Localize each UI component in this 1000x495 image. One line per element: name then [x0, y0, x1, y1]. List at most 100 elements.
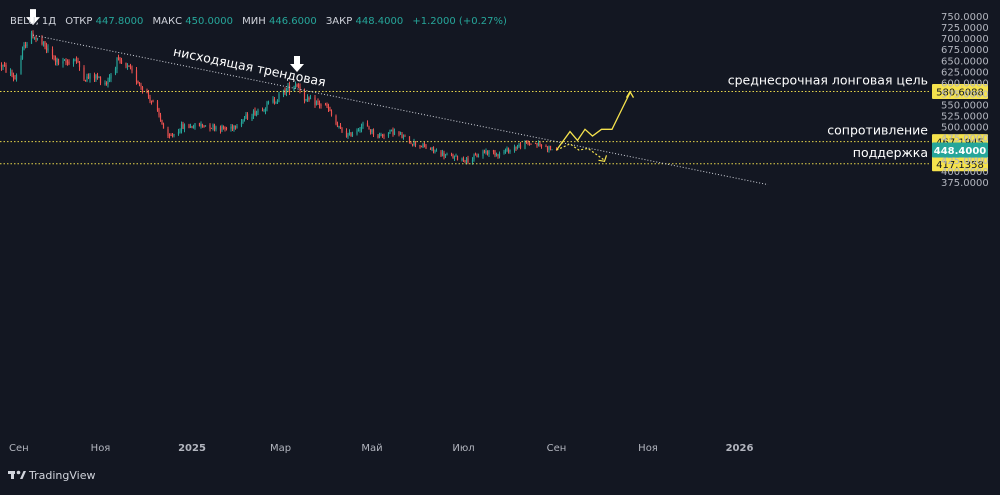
- candle: [219, 125, 222, 134]
- x-tick-label: Сен: [547, 443, 567, 454]
- candle: [225, 126, 228, 131]
- candle: [159, 112, 162, 122]
- y-axis[interactable]: 750.0000725.0000700.0000675.0000650.0000…: [932, 12, 989, 189]
- candle-body: [66, 61, 69, 63]
- candle-body: [357, 130, 360, 131]
- candle: [42, 41, 45, 47]
- candle: [377, 133, 379, 139]
- candle: [204, 125, 207, 127]
- candle-body: [35, 37, 37, 39]
- candle: [188, 123, 190, 129]
- candle-body: [54, 57, 57, 62]
- candle-body: [225, 128, 228, 130]
- tradingview-logo-text: TradingView: [28, 469, 95, 482]
- candle-body: [495, 153, 498, 156]
- candle: [540, 144, 543, 149]
- candle: [77, 57, 79, 63]
- candle: [422, 142, 424, 149]
- candle: [348, 129, 351, 136]
- candle: [224, 126, 226, 132]
- candle: [362, 121, 364, 129]
- candle: [450, 152, 453, 157]
- candle: [33, 36, 36, 40]
- candle: [434, 149, 436, 154]
- candle-body: [345, 131, 348, 138]
- candle-body: [158, 109, 160, 116]
- candle: [78, 61, 81, 71]
- candle-body: [137, 81, 139, 84]
- candle: [411, 143, 414, 147]
- candle: [536, 143, 538, 148]
- candle: [296, 83, 298, 88]
- x-axis[interactable]: Сен Ноя 2025 Мар Май Июл Сен Ноя 2026: [9, 443, 753, 454]
- candle-body: [243, 118, 246, 120]
- candle-body: [420, 145, 423, 148]
- candle: [99, 76, 102, 86]
- candle: [84, 79, 87, 82]
- candle: [12, 72, 15, 82]
- candle: [318, 100, 321, 109]
- candle: [87, 73, 90, 80]
- candle-body: [108, 77, 111, 82]
- candle-body: [32, 33, 34, 39]
- candle-body: [308, 97, 310, 101]
- candle: [507, 147, 510, 154]
- candle-body: [170, 135, 172, 137]
- candle-body: [440, 151, 442, 157]
- tradingview-logo[interactable]: TradingView: [8, 469, 95, 482]
- candle: [371, 129, 373, 135]
- candle-body: [11, 72, 13, 76]
- candle: [2, 64, 4, 70]
- candle-body: [540, 144, 543, 147]
- candle-body: [267, 102, 270, 104]
- candle-body: [453, 155, 456, 159]
- candle: [57, 58, 60, 66]
- candle: [114, 66, 117, 76]
- candle: [369, 129, 372, 135]
- candle-body: [545, 146, 547, 148]
- symbol-header[interactable]: BELU, 1Д ОТКР 447.8000 МАКС 450.0000 МИН…: [10, 16, 507, 27]
- candle: [335, 114, 337, 126]
- candle-body: [162, 123, 165, 129]
- candle-body: [462, 158, 465, 161]
- candle-body: [180, 124, 183, 132]
- candle-body: [114, 68, 117, 74]
- candle: [110, 72, 112, 83]
- candle-body: [257, 110, 259, 113]
- open-label: ОТКР: [65, 16, 92, 27]
- candle: [5, 62, 7, 74]
- current-price-tag[interactable]: 448.4000: [932, 142, 988, 158]
- candle: [254, 107, 256, 116]
- candle-body: [477, 156, 480, 158]
- candle-body: [45, 46, 48, 51]
- candle-body: [215, 127, 217, 130]
- candle-body: [389, 129, 391, 134]
- candle-body: [498, 152, 501, 157]
- open-value: 447.8000: [96, 16, 144, 27]
- y-tick-label: 425.0000: [941, 156, 989, 167]
- candle-body: [167, 129, 169, 137]
- candle-body: [524, 141, 526, 149]
- candle-body: [78, 61, 81, 68]
- candle-body: [441, 152, 444, 156]
- candle-body: [527, 142, 529, 144]
- low-label: МИН: [242, 16, 266, 27]
- candle-body: [402, 136, 405, 138]
- level-annotation: сопротивление: [827, 123, 928, 138]
- candle: [483, 149, 486, 154]
- candle-body: [366, 123, 369, 127]
- candle: [495, 152, 498, 157]
- candle-body: [413, 141, 415, 145]
- candle-body: [75, 60, 78, 62]
- candle-body: [273, 99, 276, 103]
- candle-body: [24, 44, 27, 47]
- candle-body: [20, 58, 22, 74]
- candle-body: [63, 60, 66, 62]
- candle-body: [305, 99, 307, 101]
- x-tick-label: Сен: [9, 443, 29, 454]
- candle-body: [14, 78, 16, 80]
